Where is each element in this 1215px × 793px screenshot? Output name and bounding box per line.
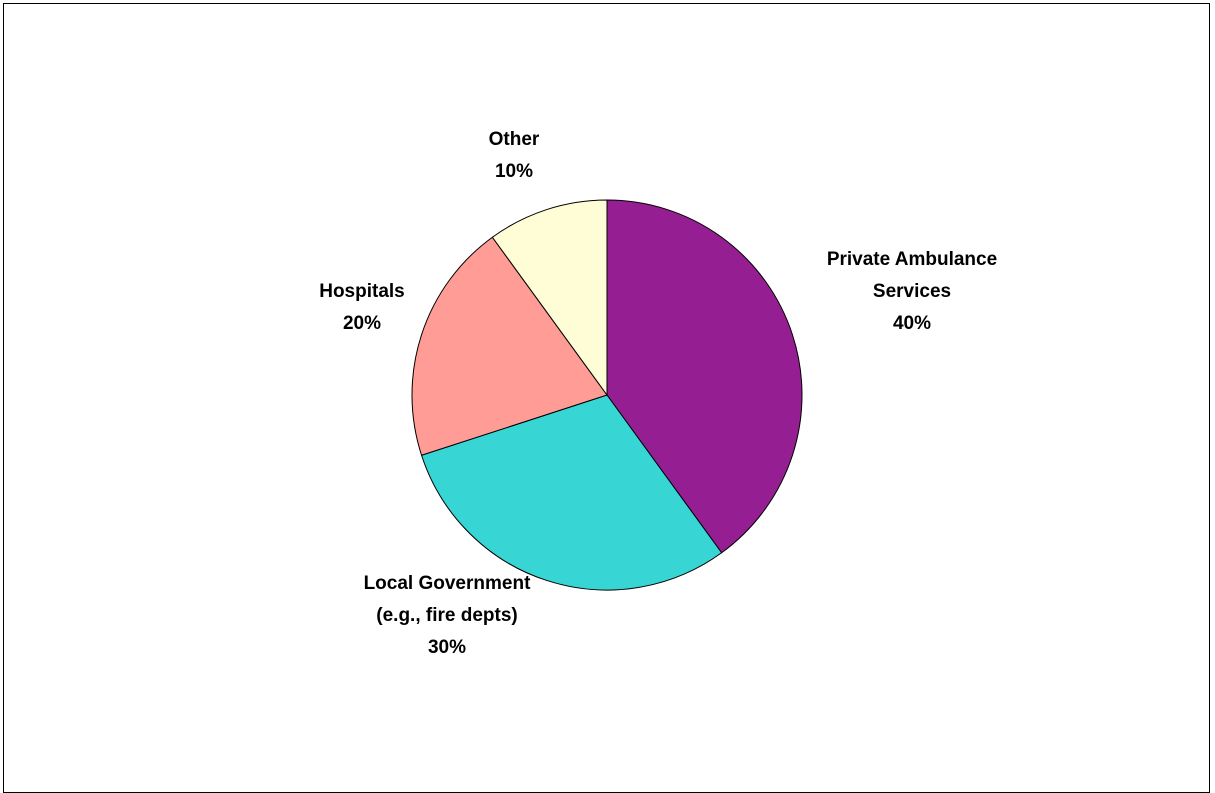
pie-slice-other (491, 199, 608, 397)
slice-percent-label: 20% (343, 313, 381, 334)
pie-slice-hospitals (411, 236, 608, 456)
slice-category-label: Other (489, 129, 540, 150)
slice-percent-label: 10% (495, 161, 533, 182)
slice-category-label: Hospitals (319, 281, 405, 302)
slice-percent-label: 40% (893, 313, 931, 334)
slice-percent-label: 30% (428, 637, 466, 658)
pie-labels: Private Ambulance Services 40% Local Govern… (319, 129, 997, 658)
slice-category-label: Services (873, 281, 951, 302)
slice-category-label: Local Government (364, 573, 531, 594)
slice-category-label: (e.g., fire depts) (376, 605, 517, 626)
slice-category-label: Private Ambulance (827, 249, 997, 270)
pie-slice-private-ambulance-services (606, 199, 803, 554)
pie-slice-local-government-e-g-fire-depts (420, 394, 723, 591)
pie-slices (411, 199, 803, 591)
